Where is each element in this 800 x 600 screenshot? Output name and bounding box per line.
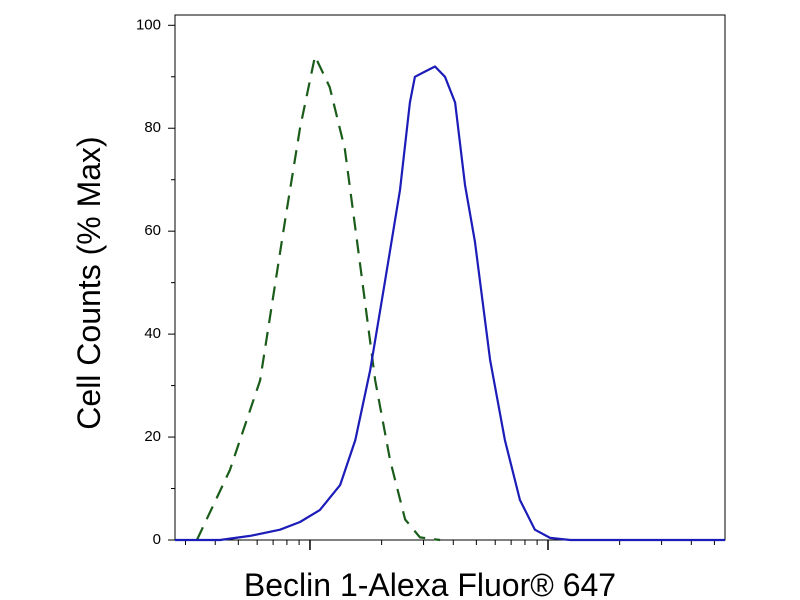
y-tick-label: 20: [144, 428, 161, 445]
y-tick-label: 0: [153, 531, 161, 548]
series-line: [175, 65, 725, 542]
x-axis-label: Beclin 1-Alexa Fluor® 647: [244, 567, 616, 600]
series-line: [195, 55, 441, 542]
plot-frame: [174, 14, 726, 541]
y-tick-label: 100: [136, 16, 161, 33]
y-tick-label: 40: [144, 325, 161, 342]
y-tick-label: 80: [144, 119, 161, 136]
y-tick-label: 60: [144, 222, 161, 239]
y-axis-label: Cell Counts (% Max): [71, 136, 107, 429]
